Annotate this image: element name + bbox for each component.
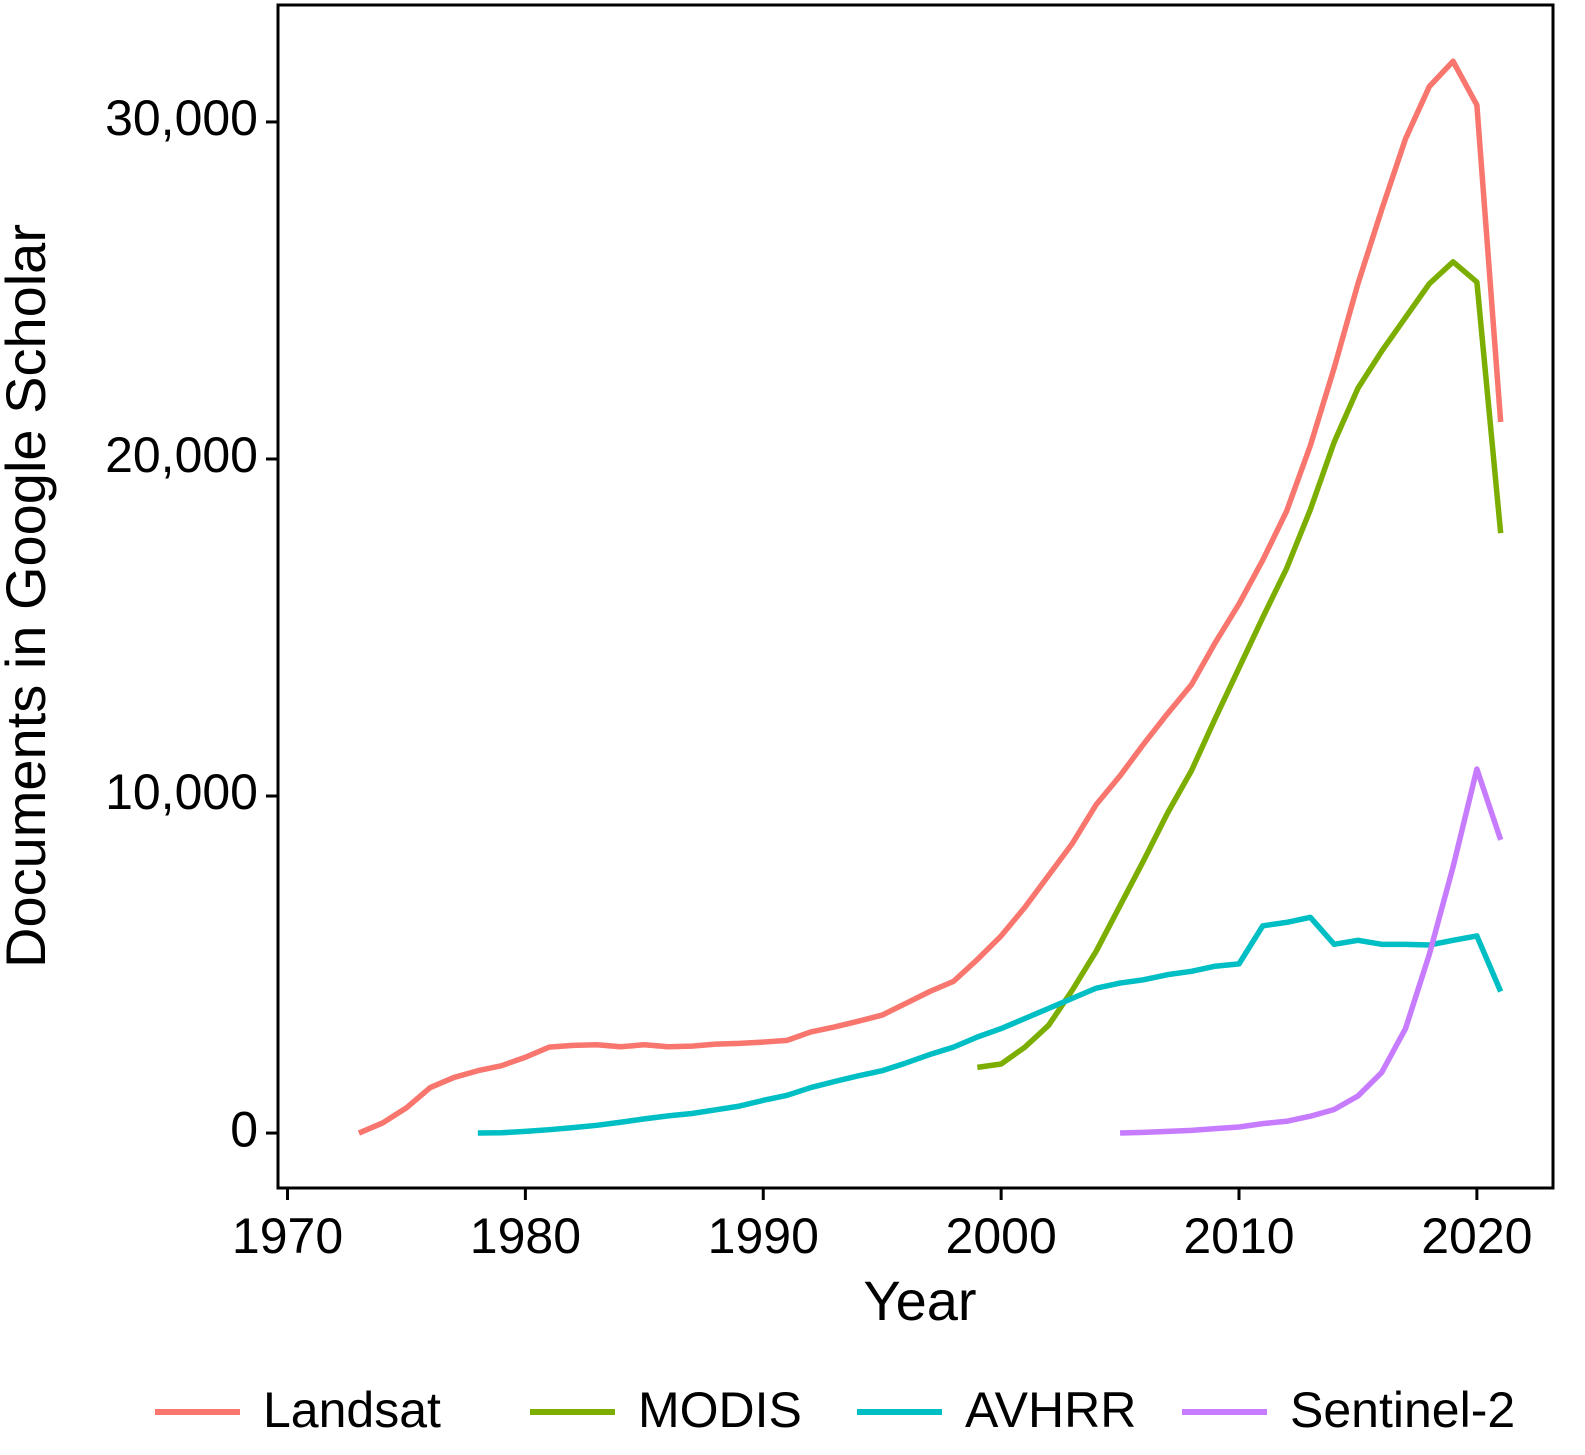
legend-label: AVHRR <box>965 1382 1136 1438</box>
x-axis-label: Year <box>863 1269 976 1332</box>
x-tick-label: 1980 <box>470 1208 581 1264</box>
legend-label: Sentinel-2 <box>1290 1382 1515 1438</box>
plot-border <box>276 3 1555 1190</box>
line-series <box>1119 766 1504 1136</box>
x-tick-label: 1970 <box>232 1208 343 1264</box>
x-tick-label: 2010 <box>1183 1208 1294 1264</box>
x-tick-label: 2000 <box>946 1208 1057 1264</box>
x-tick-label: 2020 <box>1421 1208 1532 1264</box>
x-tick-label: 1990 <box>708 1208 819 1264</box>
y-tick-label: 20,000 <box>105 427 258 483</box>
line-series <box>357 58 1504 1136</box>
legend-label: MODIS <box>638 1382 802 1438</box>
y-tick-label: 0 <box>230 1101 258 1157</box>
legend-label: Landsat <box>263 1382 441 1438</box>
y-tick-label: 10,000 <box>105 764 258 820</box>
y-axis-label: Documents in Google Scholar <box>0 224 57 968</box>
y-tick-label: 30,000 <box>105 90 258 146</box>
line-series <box>477 914 1504 1136</box>
